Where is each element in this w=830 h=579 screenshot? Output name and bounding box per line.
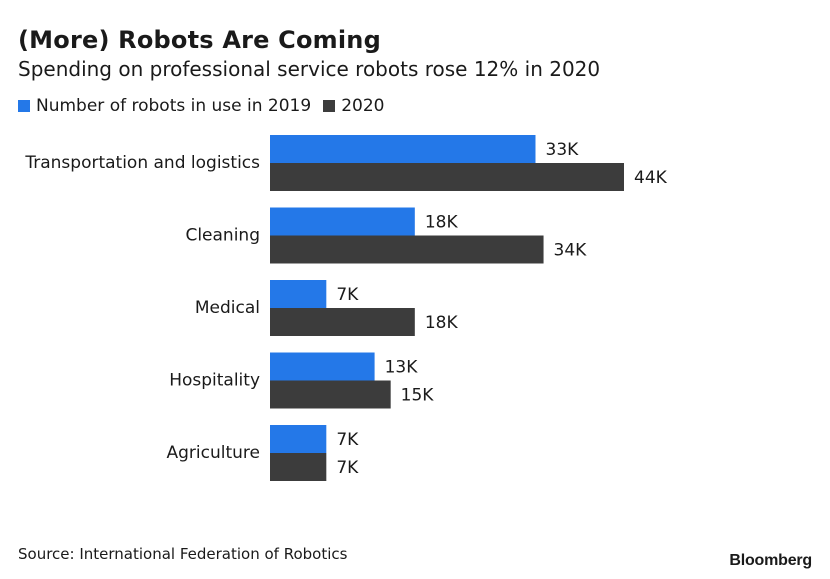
chart-title: (More) Robots Are Coming [18,26,381,54]
data-label-agriculture-0: 7K [336,430,359,450]
data-label-transportation-and-logistics-0: 33K [546,140,580,160]
data-label-cleaning-0: 18K [425,213,459,233]
data-label-cleaning-1: 34K [554,241,588,261]
data-label-transportation-and-logistics-1: 44K [634,168,668,188]
bar-hospitality-1 [270,380,391,409]
data-label-hospitality-0: 13K [385,358,419,378]
legend-swatch-2019 [18,100,30,112]
data-label-agriculture-1: 7K [336,458,359,478]
bar-hospitality-0 [270,352,375,381]
category-label-agriculture: Agriculture [167,443,261,463]
chart-subtitle: Spending on professional service robots … [18,57,601,81]
bar-medical-0 [270,280,327,308]
bar-agriculture-0 [270,425,327,453]
category-label-hospitality: Hospitality [169,371,260,391]
legend-label-2020: 2020 [341,96,385,116]
bar-transportation-and-logistics-1 [270,163,624,191]
data-label-medical-1: 18K [425,313,459,333]
bar-medical-1 [270,308,415,336]
category-label-medical: Medical [195,298,260,318]
category-label-transportation-and-logistics: Transportation and logistics [24,153,260,173]
legend-label-2019: Number of robots in use in 2019 [36,96,312,116]
data-label-medical-0: 7K [336,285,359,305]
bloomberg-logo: Bloomberg [729,552,812,569]
legend: Number of robots in use in 2019 2020 [18,96,396,116]
category-label-cleaning: Cleaning [185,226,260,246]
bar-agriculture-1 [270,453,327,481]
legend-item-2020: 2020 [323,96,384,116]
data-label-hospitality-1: 15K [401,386,435,406]
bar-cleaning-1 [270,235,544,264]
legend-item-2019: Number of robots in use in 2019 [18,96,311,116]
source-note: Source: International Federation of Robo… [18,545,348,563]
legend-swatch-2020 [323,100,336,112]
bar-cleaning-0 [270,207,415,236]
bar-transportation-and-logistics-0 [270,135,536,163]
